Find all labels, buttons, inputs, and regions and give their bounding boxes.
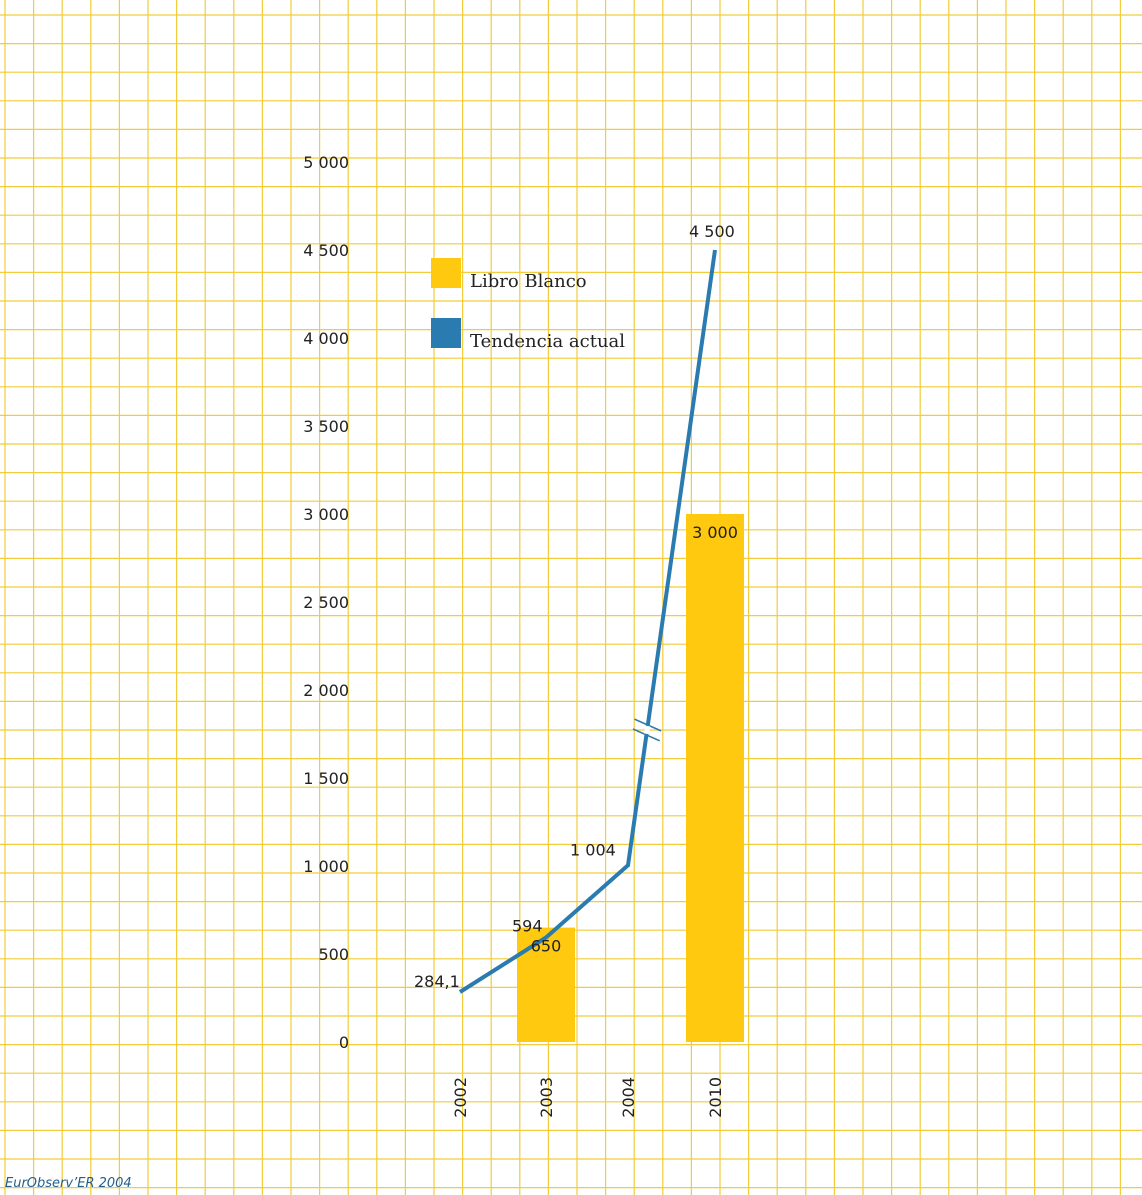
axis-break-stroke [634,718,662,732]
y-tick-label: 3 000 [303,505,349,524]
y-tick-label: 2 000 [303,681,349,700]
legend-label: Tendencia actual [470,331,625,352]
line-data-label: 4 500 [689,222,735,241]
y-tick-label: 4 500 [303,241,349,260]
x-tick-label: 2010 [706,1077,725,1118]
series-line [458,249,717,994]
labels: 0 500 1 000 1 500 2 000 2 500 3 000 3 500 4 000 4… [303,153,738,1118]
axis-break-stroke [632,728,661,742]
axis-break-gap [644,725,651,735]
legend-item: Libro Blanco [431,258,587,292]
y-tick-label: 3 500 [303,417,349,436]
y-tick-label: 4 000 [303,329,349,348]
x-tick-label: 2002 [451,1077,470,1118]
legend-swatch [431,258,461,288]
y-tick-label: 5 000 [303,153,349,172]
legend-label: Libro Blanco [470,271,587,292]
x-tick-label: 2003 [537,1077,556,1118]
line-data-label: 1 004 [570,840,616,859]
legend: Libro Blanco Tendencia actual [431,258,625,352]
bar-data-label: 650 [531,937,562,956]
y-tick-label: 0 [339,1033,349,1052]
y-tick-label: 1 500 [303,769,349,788]
legend-swatch [431,318,461,348]
source-label: EurObserv’ER 2004 [5,1176,132,1191]
bar-data-label: 3 000 [692,523,738,542]
x-tick-label: 2004 [619,1077,638,1118]
line-series [458,249,717,994]
bar [517,927,575,1042]
bar [686,514,744,1042]
legend-item: Tendencia actual [431,318,625,352]
y-tick-label: 1 000 [303,857,349,876]
y-tick-label: 2 500 [303,593,349,612]
axis-break-marker [632,718,662,742]
y-tick-label: 500 [318,945,349,964]
bars [517,514,744,1042]
line-data-label: 284,1 [414,972,460,991]
line-data-label: 594 [512,917,543,936]
